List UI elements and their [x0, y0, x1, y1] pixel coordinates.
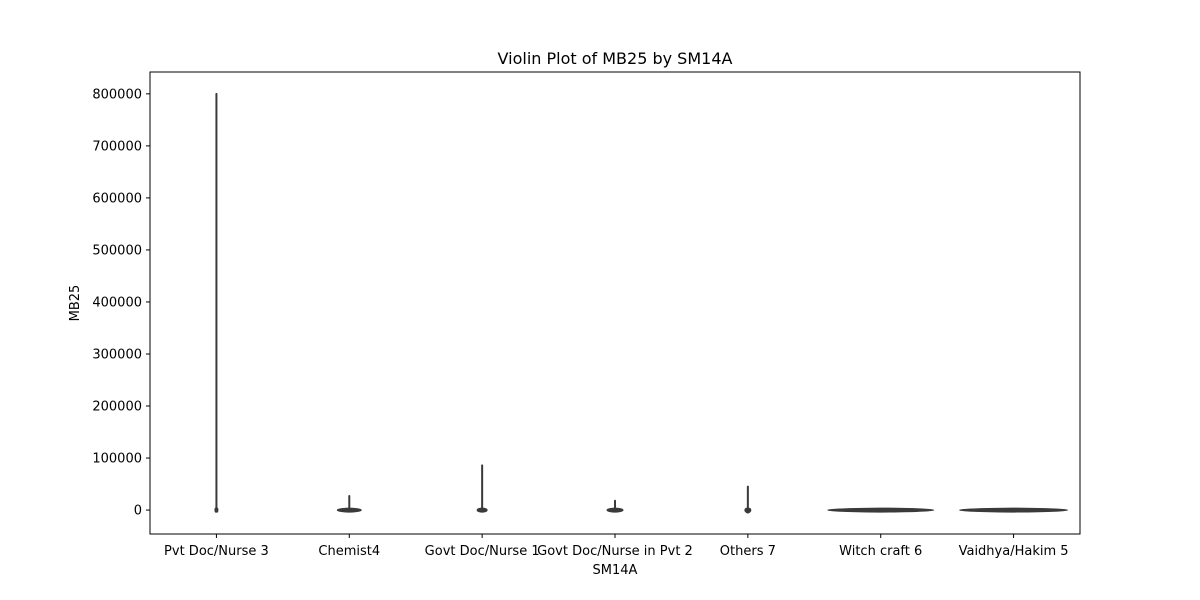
violin-govt-doc-nurse-in-pvt-2 — [606, 499, 624, 513]
x-axis: Pvt Doc/Nurse 3 Chemist4 Govt Doc/Nurse 1G… — [164, 534, 1069, 559]
x-axis-label: SM14A — [593, 563, 638, 578]
y-tick-label: 0 — [134, 504, 142, 519]
plot-frame — [149, 71, 1081, 535]
y-axis-label: MB25 — [68, 285, 83, 322]
chart-title: Violin Plot of MB25 by SM14A — [498, 49, 733, 68]
y-tick-label: 400000 — [92, 295, 142, 310]
violin-pvt-doc-nurse-3 — [214, 92, 219, 513]
y-tick-label: 100000 — [92, 452, 142, 467]
y-tick-label: 600000 — [92, 191, 142, 206]
x-tick-label: Chemist4 — [318, 544, 380, 559]
violin-vaidhya-hakim-5 — [959, 507, 1069, 513]
x-tick-label: Govt Doc/Nurse 1 — [425, 544, 540, 559]
x-tick-label: Pvt Doc/Nurse 3 — [164, 544, 269, 559]
x-tick-label: Witch craft 6 — [839, 544, 922, 559]
y-tick-label: 800000 — [92, 87, 142, 102]
x-tick-label: Others 7 — [720, 544, 776, 559]
violin-witch-craft-6 — [827, 507, 935, 513]
violins-group — [214, 92, 1069, 514]
y-tick-label: 700000 — [92, 139, 142, 154]
x-tick-label: Govt Doc/Nurse in Pvt 2 — [537, 544, 693, 559]
y-tick-label: 300000 — [92, 347, 142, 362]
violin-govt-doc-nurse-1 — [476, 464, 488, 513]
y-axis: 0 100000 200000 300000 400000 500000 600000 700… — [92, 87, 150, 519]
violin-others-7 — [744, 485, 752, 514]
y-tick-label: 500000 — [92, 243, 142, 258]
x-tick-label: Vaidhya/Hakim 5 — [959, 544, 1069, 559]
violin-chemist4 — [336, 495, 362, 513]
y-tick-label: 200000 — [92, 400, 142, 415]
